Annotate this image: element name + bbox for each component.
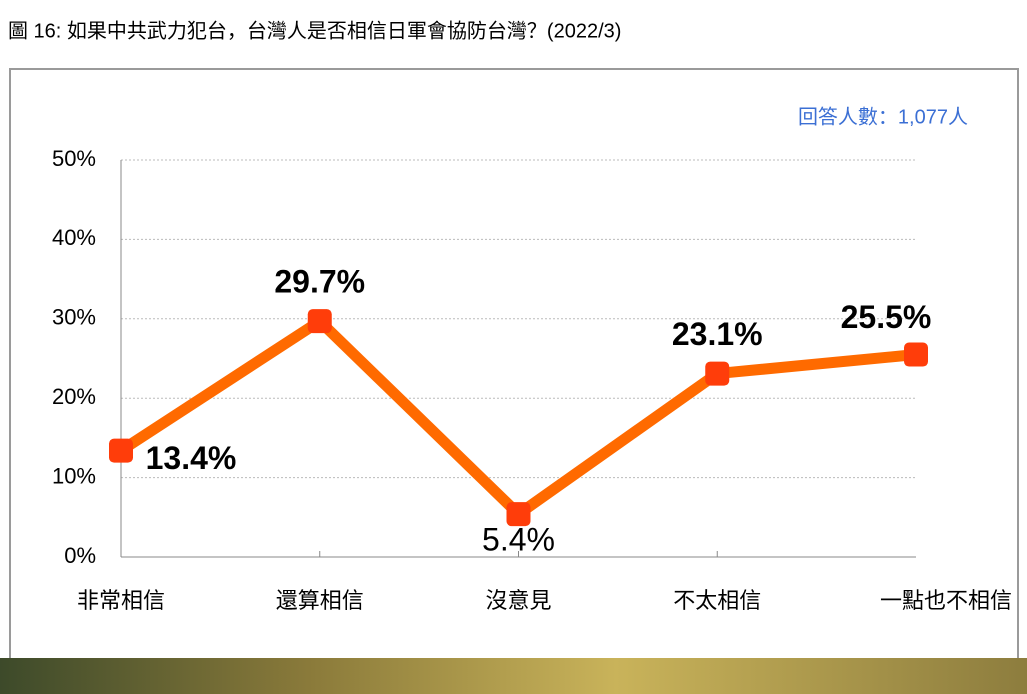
y-tick-label: 0% <box>64 543 96 568</box>
decorative-strip <box>0 658 1027 694</box>
data-label: 23.1% <box>672 316 763 352</box>
y-tick-label: 20% <box>52 384 96 409</box>
y-tick-label: 30% <box>52 305 96 330</box>
chart-frame <box>9 68 1019 690</box>
data-label: 29.7% <box>274 264 365 300</box>
x-tick-label: 還算相信 <box>276 588 364 613</box>
y-tick-label: 10% <box>52 463 96 488</box>
data-point <box>307 309 332 334</box>
data-point <box>506 502 531 527</box>
data-label: 25.5% <box>841 299 932 335</box>
x-tick-label: 一點也不相信 <box>880 588 1012 613</box>
annotation: 回答人數：1,077人 <box>798 105 968 128</box>
data-point <box>705 361 730 386</box>
data-label: 13.4% <box>146 440 237 476</box>
y-tick-label: 50% <box>52 146 96 171</box>
y-tick-label: 40% <box>52 225 96 250</box>
x-tick-label: 沒意見 <box>485 588 551 613</box>
data-point <box>904 342 928 367</box>
data-point <box>109 438 133 463</box>
x-tick-label: 不太相信 <box>673 588 761 613</box>
chart-title: 圖 16: 如果中共武力犯台，台灣人是否相信日軍會協防台灣？(2022/3) <box>8 19 621 42</box>
x-tick-label: 非常相信 <box>77 588 165 613</box>
data-label: 5.4% <box>482 522 555 558</box>
